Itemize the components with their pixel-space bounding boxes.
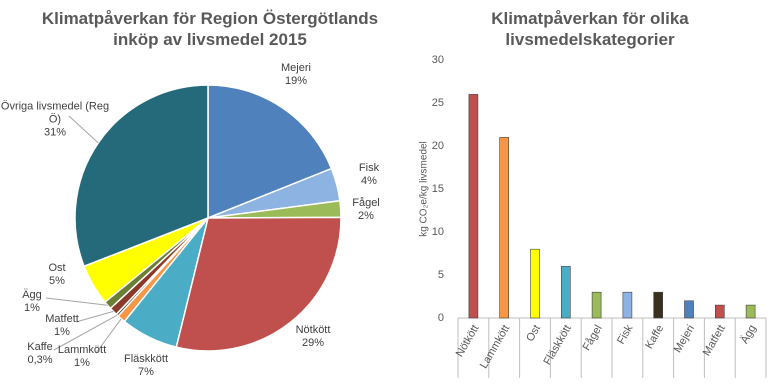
x-tick-label: Fisk bbox=[615, 323, 636, 347]
pie-category: Fisk bbox=[358, 162, 380, 174]
pie-value-label: 7% bbox=[138, 366, 154, 378]
pie-slice bbox=[175, 216, 342, 352]
x-tick-label: Fågel bbox=[581, 323, 605, 353]
pie-label: Lammkött 1% bbox=[58, 344, 106, 370]
pie-value-label: 2% bbox=[358, 210, 374, 222]
pie-value-label: 4% bbox=[361, 175, 377, 187]
bar bbox=[591, 291, 602, 319]
y-tick-label: 5 bbox=[438, 269, 444, 281]
x-tick-label: Kaffe bbox=[643, 323, 666, 351]
bar bbox=[530, 248, 540, 319]
pie-label: Ägg 1% bbox=[22, 289, 42, 315]
pie-category: Ägg bbox=[22, 289, 42, 301]
y-tick-label: 0 bbox=[438, 312, 444, 324]
pie-value-label: 1% bbox=[74, 357, 90, 369]
y-tick-label: 20 bbox=[432, 140, 444, 152]
pie-category: Lammkött bbox=[57, 344, 107, 356]
bar bbox=[560, 266, 571, 319]
pie-category: Fläskkött bbox=[123, 353, 169, 365]
pie-category: Fågel bbox=[352, 197, 380, 209]
pie-value-label: 29% bbox=[301, 337, 325, 349]
pie-value-label: 1% bbox=[24, 302, 40, 314]
pie-slice bbox=[207, 84, 333, 220]
bar bbox=[468, 94, 479, 319]
x-tick-label: Ägg bbox=[739, 323, 759, 346]
pie-label: Ost 5% bbox=[48, 262, 65, 288]
y-tick-label: 25 bbox=[432, 97, 444, 109]
leader-line bbox=[75, 310, 114, 323]
pie-value-label: 5% bbox=[49, 275, 65, 287]
pie-value-label: 19% bbox=[284, 75, 308, 87]
pie-label: Kaffe 0,3% bbox=[27, 341, 53, 367]
bar bbox=[622, 291, 633, 319]
y-tick-label: 30 bbox=[432, 54, 444, 66]
bar-title: Klimatpåverkan för olika livsmedelskateg… bbox=[491, 9, 689, 49]
bar bbox=[499, 137, 510, 319]
bar bbox=[714, 304, 725, 319]
y-axis-label: kg CO₂e/kg livsmedel bbox=[419, 141, 430, 237]
pie-category: Övriga livsmedel (Reg Ö) bbox=[0, 100, 110, 126]
pie-value-label: 0,3% bbox=[27, 354, 53, 366]
bar bbox=[684, 300, 694, 319]
leader-line bbox=[68, 115, 99, 144]
x-tick-label: Lammkött bbox=[478, 323, 513, 371]
pie-category: Mejeri bbox=[281, 62, 311, 74]
pie-label: Övriga livsmedel (Reg Ö) 31% bbox=[0, 101, 110, 140]
x-tick-label: Fläskkött bbox=[542, 323, 574, 367]
bar bbox=[653, 291, 664, 319]
bar bbox=[745, 304, 756, 319]
leader-line bbox=[95, 318, 122, 354]
pie-label: Fläskkött 7% bbox=[124, 353, 168, 379]
pie-title: Klimatpåverkan för Region Östergötlands … bbox=[41, 9, 379, 49]
pie-category: Ost bbox=[48, 262, 66, 274]
pie-label: Matfett 1% bbox=[45, 313, 79, 339]
x-tick-label: Mejeri bbox=[672, 323, 697, 355]
pie-value-label: 1% bbox=[54, 326, 70, 338]
pie-label: Mejeri 19% bbox=[281, 62, 311, 88]
y-tick-label: 15 bbox=[432, 183, 444, 195]
leader-line bbox=[53, 314, 118, 351]
pie-label: Nötkött 29% bbox=[296, 324, 331, 350]
leader-line bbox=[45, 297, 108, 306]
pie-slice bbox=[74, 84, 209, 268]
pie-label: Fisk 4% bbox=[359, 162, 379, 188]
pie-value-label: 31% bbox=[43, 126, 67, 139]
x-tick-label: Ost bbox=[524, 323, 543, 344]
pie-category: Nötkött bbox=[295, 324, 331, 336]
pie-category: Kaffe bbox=[27, 341, 53, 353]
pie-label: Fågel 2% bbox=[352, 197, 380, 223]
pie-category: Matfett bbox=[45, 313, 79, 325]
y-tick-label: 10 bbox=[432, 226, 444, 238]
